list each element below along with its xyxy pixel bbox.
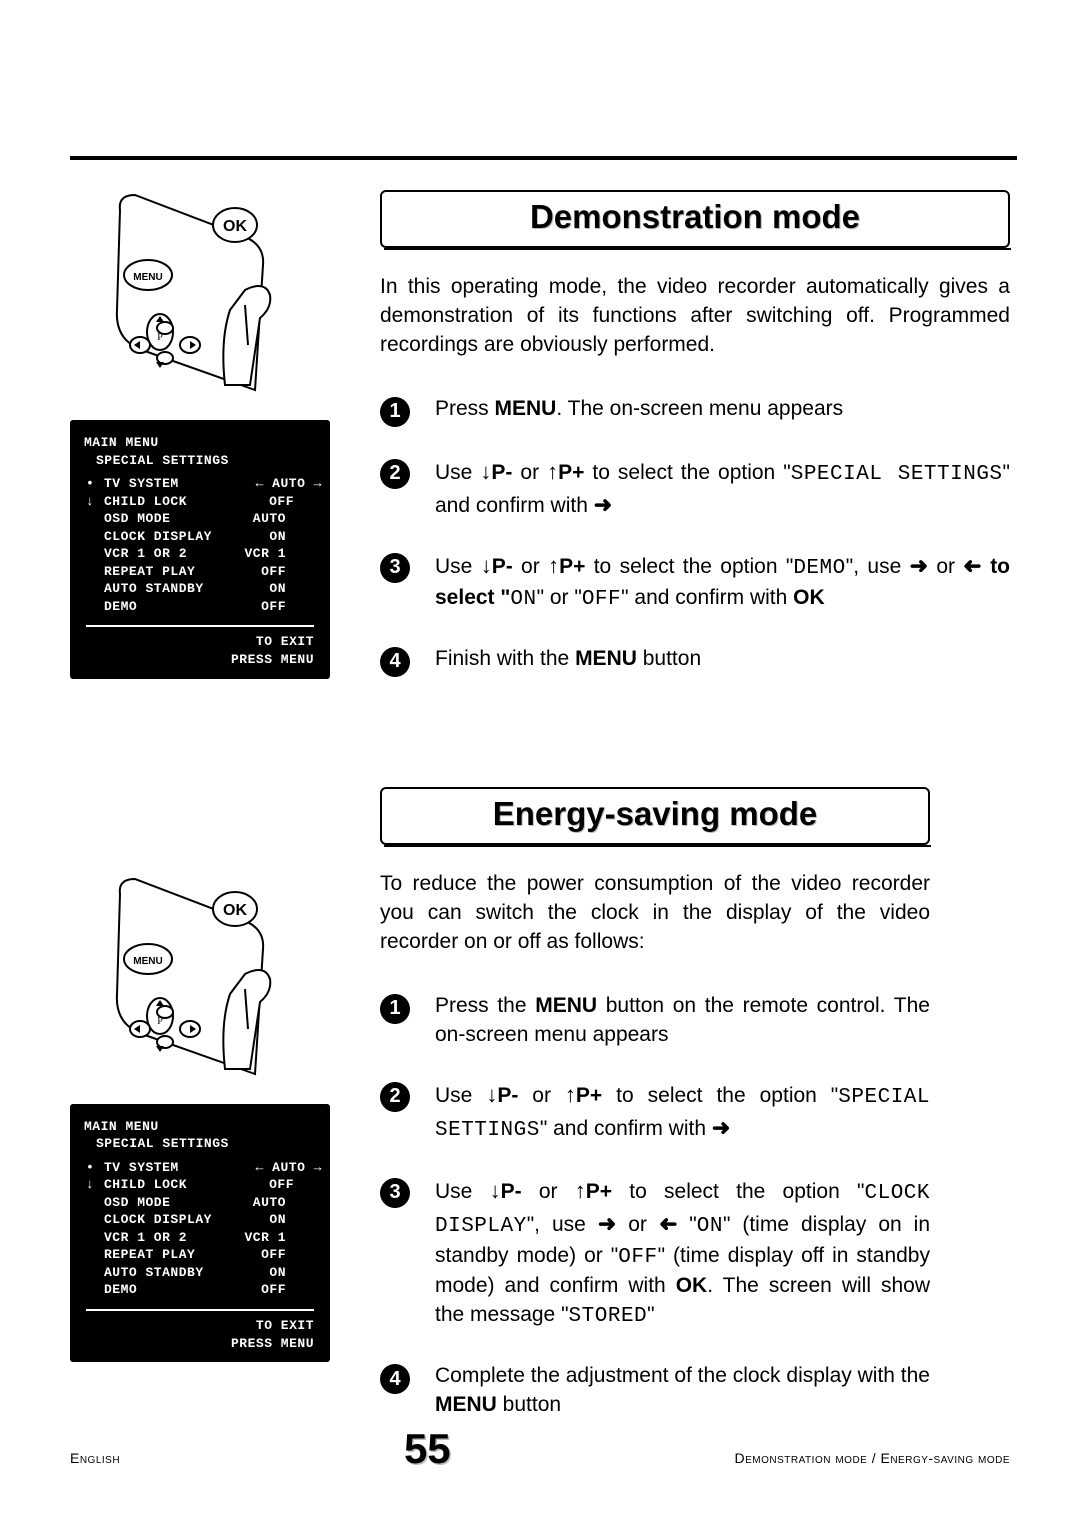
main-content: OK MENU P MAIN MENU [70, 190, 1010, 1450]
osd-row: REPEAT PLAYOFF [78, 563, 322, 581]
step-number: 2 [380, 459, 410, 489]
step-number: 1 [380, 397, 410, 427]
osd-menu-2: MAIN MENU SPECIAL SETTINGS • TV SYSTEM ←… [70, 1104, 330, 1363]
left-column: OK MENU P MAIN MENU [70, 190, 330, 1450]
section1-title-box: Demonstration mode [380, 190, 1010, 248]
osd-subtitle: SPECIAL SETTINGS [78, 452, 322, 470]
remote-illustration-2: OK MENU P [90, 874, 290, 1084]
osd-row: AUTO STANDBYON [78, 1264, 322, 1282]
section1-intro: In this operating mode, the video record… [380, 273, 1010, 360]
osd-menu-1: MAIN MENU SPECIAL SETTINGS • TV SYSTEM ←… [70, 420, 330, 679]
osd-row: • TV SYSTEM ← AUTO → [78, 475, 322, 493]
osd-row: CLOCK DISPLAYON [78, 1211, 322, 1229]
svg-text:OK: OK [223, 902, 247, 919]
step-text: Press the MENU button on the remote cont… [435, 992, 1010, 1050]
svg-text:P: P [157, 332, 163, 343]
osd-row: ↓ CHILD LOCK OFF [78, 1176, 322, 1194]
page-number: 55 [404, 1425, 451, 1473]
step-text: Use ↓P- or ↑P+ to select the option "CLO… [435, 1176, 1010, 1333]
svg-text:MENU: MENU [133, 272, 162, 283]
step: 2 Use ↓P- or ↑P+ to select the option "S… [380, 457, 1010, 521]
step: 1 Press MENU. The on-screen menu appears [380, 395, 1010, 427]
osd-row: • TV SYSTEM ← AUTO → [78, 1159, 322, 1177]
osd-separator [86, 625, 314, 627]
step-number: 3 [380, 553, 410, 583]
svg-text:OK: OK [223, 218, 247, 235]
section1-title: Demonstration mode [402, 198, 988, 236]
step-number: 4 [380, 1364, 410, 1394]
osd-row: DEMOOFF [78, 1281, 322, 1299]
step: 3 Use ↓P- or ↑P+ to select the option "D… [380, 551, 1010, 615]
step-text: Finish with the MENU button [435, 645, 1010, 674]
osd-row: AUTO STANDBYON [78, 580, 322, 598]
step: 3 Use ↓P- or ↑P+ to select the option "C… [380, 1176, 1010, 1333]
osd-row: REPEAT PLAYOFF [78, 1246, 322, 1264]
section2-title-box: Energy-saving mode [380, 787, 930, 845]
osd-row: ↓ CHILD LOCK OFF [78, 493, 322, 511]
step-text: Use ↓P- or ↑P+ to select the option "DEM… [435, 551, 1010, 615]
section2-wrap: Energy-saving mode To reduce the power c… [380, 787, 1010, 1421]
section2-title: Energy-saving mode [402, 795, 908, 833]
step-number: 3 [380, 1178, 410, 1208]
step: 4 Complete the adjustment of the clock d… [380, 1362, 1010, 1420]
step: 2 Use ↓P- or ↑P+ to select the option "S… [380, 1080, 1010, 1146]
step-number: 4 [380, 647, 410, 677]
right-column: Demonstration mode In this operating mod… [330, 190, 1010, 1450]
footer-section: Demonstration mode / Energy-saving mode [735, 1450, 1010, 1466]
svg-text:MENU: MENU [133, 956, 162, 967]
osd-row: VCR 1 OR 2VCR 1 [78, 1229, 322, 1247]
section2-intro: To reduce the power consumption of the v… [380, 870, 1010, 957]
svg-text:P: P [157, 1016, 163, 1027]
step-number: 2 [380, 1082, 410, 1112]
osd-row: VCR 1 OR 2VCR 1 [78, 545, 322, 563]
step: 1 Press the MENU button on the remote co… [380, 992, 1010, 1050]
step-text: Use ↓P- or ↑P+ to select the option "SPE… [435, 1080, 1010, 1146]
remote-illustration-1: OK MENU P [90, 190, 290, 400]
osd-title: MAIN MENU [78, 434, 322, 452]
step-text: Use ↓P- or ↑P+ to select the option "SPE… [435, 457, 1010, 521]
step-number: 1 [380, 994, 410, 1024]
osd-row: CLOCK DISPLAYON [78, 528, 322, 546]
step-text: Press MENU. The on-screen menu appears [435, 395, 1010, 424]
osd-exit: TO EXIT [78, 633, 322, 651]
page-footer: English 55 Demonstration mode / Energy-s… [70, 1425, 1010, 1473]
step: 4 Finish with the MENU button [380, 645, 1010, 677]
osd-row: OSD MODEAUTO [78, 510, 322, 528]
osd-row: OSD MODEAUTO [78, 1194, 322, 1212]
footer-language: English [70, 1450, 120, 1466]
osd-exit: PRESS MENU [78, 651, 322, 669]
osd-row: DEMOOFF [78, 598, 322, 616]
top-rule [70, 156, 1017, 160]
step-text: Complete the adjustment of the clock dis… [435, 1362, 1010, 1420]
